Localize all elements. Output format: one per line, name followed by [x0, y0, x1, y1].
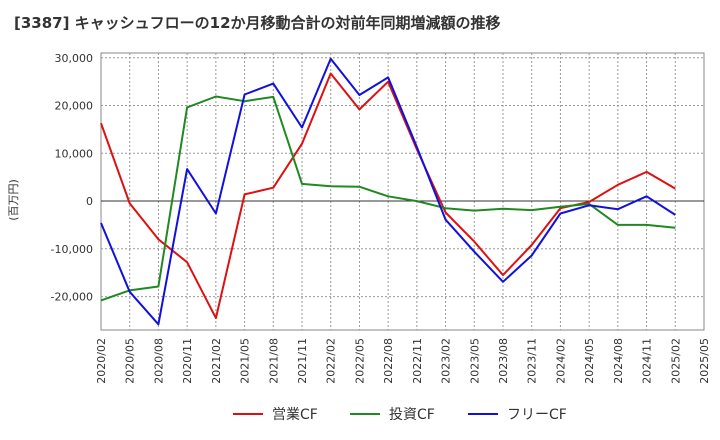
- x-tick-label: 2020/05: [124, 338, 137, 384]
- x-tick-label: 2024/05: [583, 338, 596, 384]
- legend-label: 営業CF: [272, 407, 318, 423]
- x-tick-label: 2022/05: [353, 338, 366, 384]
- series-line-3: [100, 57, 676, 326]
- y-tick-label: 30,000: [55, 52, 94, 65]
- x-tick-label: 2020/08: [152, 338, 165, 384]
- legend-label: 投資CF: [389, 407, 435, 423]
- x-tick-label: 2021/11: [296, 338, 309, 384]
- x-tick-label: 2021/08: [267, 338, 280, 384]
- x-tick-label: 2023/08: [497, 338, 510, 384]
- x-tick-label: 2025/02: [669, 338, 682, 384]
- x-tick-label: 2024/02: [554, 338, 567, 384]
- x-tick-label: 2022/08: [382, 338, 395, 384]
- plot-area: [100, 52, 705, 331]
- y-tick-label: -20,000: [51, 291, 93, 304]
- series-line-2: [100, 95, 676, 302]
- x-tick-label: 2023/05: [468, 338, 481, 384]
- legend-label: フリーCF: [507, 407, 567, 423]
- y-tick-label: 20,000: [55, 100, 94, 113]
- y-axis-title: (百万円): [7, 179, 20, 221]
- y-tick-label: 0: [86, 195, 93, 208]
- chart-title: [3387] キャッシュフローの12か月移動合計の対前年同期増減額の推移: [14, 14, 501, 32]
- x-tick-label: 2021/02: [210, 338, 223, 384]
- y-tick-label: -10,000: [51, 243, 93, 256]
- x-tick-label: 2023/11: [526, 338, 539, 384]
- y-tick-label: 10,000: [55, 147, 94, 160]
- x-tick-label: 2025/05: [698, 338, 711, 384]
- x-tick-label: 2020/11: [181, 338, 194, 384]
- x-tick-label: 2024/08: [612, 338, 625, 384]
- x-tick-label: 2020/02: [95, 338, 108, 384]
- x-tick-label: 2022/02: [325, 338, 338, 384]
- x-tick-label: 2023/02: [440, 338, 453, 384]
- x-tick-label: 2021/05: [239, 338, 252, 384]
- x-tick-label: 2022/11: [411, 338, 424, 384]
- x-tick-label: 2024/11: [641, 338, 654, 384]
